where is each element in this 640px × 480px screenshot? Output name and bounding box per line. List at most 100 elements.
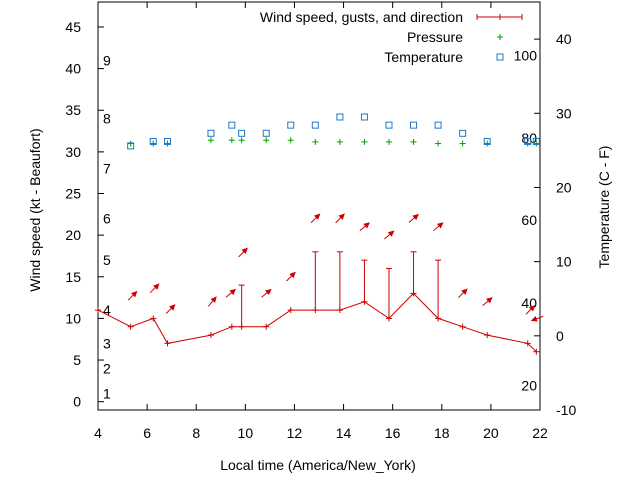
x-axis-label: Local time (America/New_York) — [220, 457, 416, 473]
pressure-point — [524, 140, 531, 147]
wind-direction-arrow — [310, 213, 321, 224]
fahrenheit-label: 100 — [514, 47, 538, 63]
temperature-point — [149, 137, 157, 145]
pressure-point — [207, 137, 214, 144]
y-tick-label: 35 — [65, 102, 81, 118]
wind-direction-arrow — [384, 230, 395, 240]
wind-series — [95, 251, 540, 355]
wind-direction-arrows — [127, 213, 544, 322]
y-tick-label: 5 — [73, 352, 81, 368]
temperature-series — [127, 113, 540, 150]
temperature-point — [311, 121, 319, 129]
temperature-point — [238, 129, 246, 137]
y2-tick-label: 10 — [556, 254, 572, 270]
pressure-point — [484, 140, 491, 147]
y-tick-label: 25 — [65, 186, 81, 202]
wind-speed-point — [287, 307, 294, 314]
y2-tick-label: -10 — [556, 402, 576, 418]
wind-direction-arrow — [127, 290, 138, 301]
y-axis-ticks: 0 5 10 15 20 25 30 35 40 45 — [65, 19, 104, 410]
beaufort-label: 1 — [103, 385, 111, 401]
wind-direction-arrow — [433, 222, 444, 232]
wind-speed-point — [164, 340, 171, 347]
x-tick-label: 10 — [238, 425, 254, 441]
y2-tick-label: 20 — [556, 179, 572, 195]
pressure-point — [287, 137, 294, 144]
wind-direction-arrow — [207, 296, 217, 307]
legend-pressure-label: Pressure — [407, 29, 463, 45]
wind-direction-arrow — [225, 288, 237, 298]
temperature-point — [385, 121, 393, 129]
y2-axis-label: Temperature (C - F) — [596, 146, 612, 269]
x-tick-label: 12 — [287, 425, 303, 441]
pressure-point — [150, 140, 157, 147]
pressure-point — [164, 140, 171, 147]
arrow-head — [461, 288, 468, 295]
temperature-point — [410, 121, 418, 129]
pressure-series — [127, 137, 540, 147]
beaufort-label: 4 — [103, 302, 111, 318]
x-tick-label: 22 — [532, 425, 548, 441]
arrow-head — [229, 288, 237, 296]
pressure-point — [312, 138, 319, 145]
temperature-point — [524, 137, 532, 145]
x-tick-label: 4 — [94, 425, 102, 441]
temperature-point — [532, 137, 540, 145]
y-tick-label: 15 — [65, 269, 81, 285]
fahrenheit-label: 60 — [521, 212, 537, 228]
temperature-point — [127, 142, 135, 150]
temperature-point — [459, 129, 467, 137]
wind-speed-point — [484, 332, 491, 339]
y-tick-label: 20 — [65, 227, 81, 243]
plot-border — [97, 1, 541, 411]
wind-speed-point — [533, 348, 540, 355]
arrow-head — [436, 222, 444, 229]
x-tick-label: 14 — [336, 425, 352, 441]
temperature-point — [207, 129, 215, 137]
x-tick-label: 18 — [434, 425, 450, 441]
arrow-head — [530, 315, 538, 322]
wind-direction-arrow — [286, 271, 296, 282]
arrow-head — [289, 271, 296, 279]
beaufort-label: 7 — [103, 161, 111, 177]
pressure-point — [238, 137, 245, 144]
pressure-point — [263, 137, 270, 144]
temperature-point — [262, 129, 270, 137]
temperature-point — [287, 121, 295, 129]
pressure-point — [336, 138, 343, 145]
beaufort-label: 9 — [103, 52, 111, 68]
y-tick-label: 10 — [65, 310, 81, 326]
arrow-head — [363, 222, 370, 229]
wind-speed-point — [95, 307, 101, 314]
beaufort-label: 5 — [103, 252, 111, 268]
wind-direction-arrow — [408, 213, 420, 223]
wind-speed-point — [150, 315, 157, 322]
x-tick-label: 16 — [385, 425, 401, 441]
plot-frame — [97, 1, 541, 411]
y2-axis-ticks: -10 0 10 20 30 40 — [534, 31, 576, 418]
beaufort-label: 8 — [103, 111, 111, 127]
wind-direction-arrow — [525, 305, 536, 315]
arrow-head — [486, 297, 493, 304]
wind-direction-arrow — [530, 315, 544, 322]
x-tick-label: 6 — [143, 425, 151, 441]
wind-speed-point — [207, 332, 214, 339]
arrow-head — [528, 305, 536, 312]
temperature-point — [163, 137, 171, 145]
pressure-point — [361, 138, 368, 145]
fahrenheit-label: 20 — [521, 378, 537, 394]
arrow-head — [313, 213, 321, 220]
y-tick-label: 0 — [73, 394, 81, 410]
beaufort-label: 3 — [103, 335, 111, 351]
x-axis-ticks: 4 6 8 10 12 14 16 18 20 22 — [94, 2, 548, 441]
pressure-point — [127, 140, 134, 147]
fahrenheit-label: 40 — [521, 295, 537, 311]
wind-direction-arrow — [149, 283, 160, 294]
wind-direction-arrow — [482, 297, 493, 306]
y-tick-label: 40 — [65, 61, 81, 77]
temperature-point — [434, 121, 442, 129]
y2-tick-label: 0 — [556, 328, 564, 344]
